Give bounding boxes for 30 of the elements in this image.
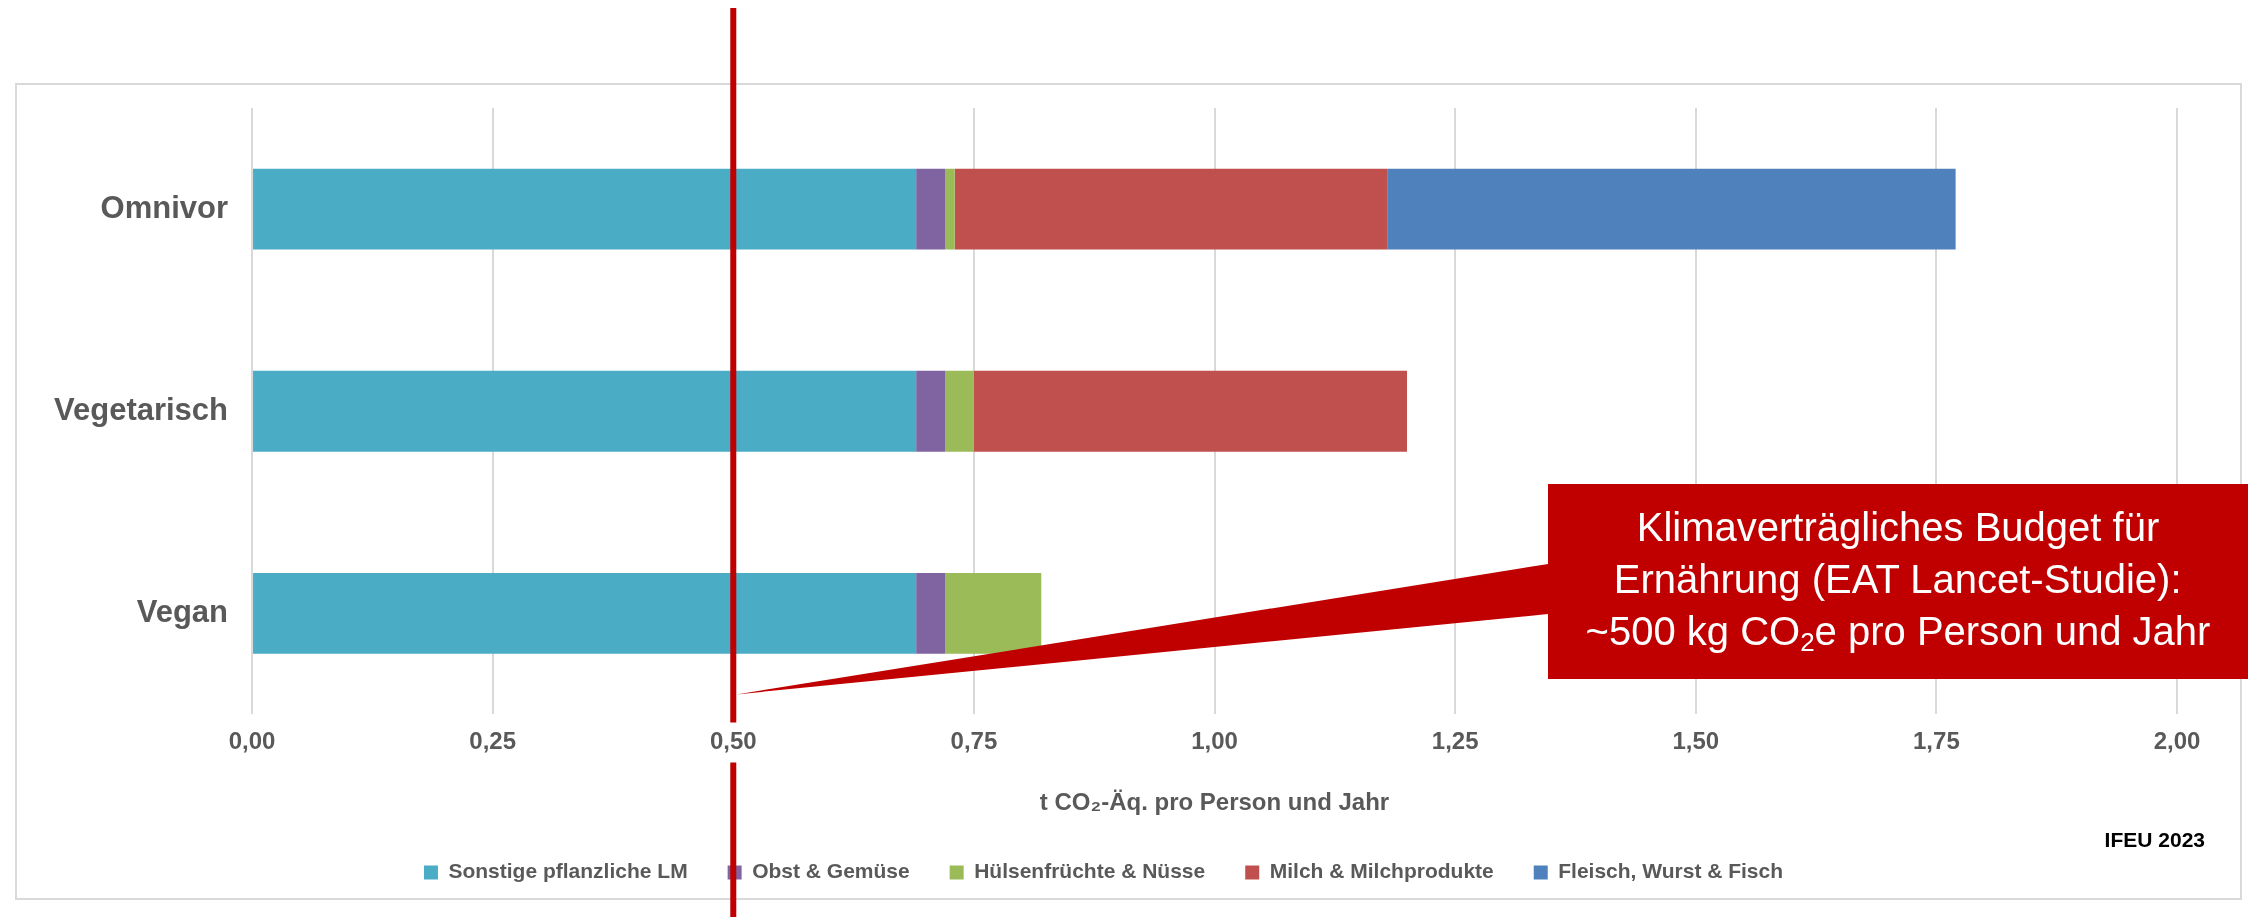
bar xyxy=(253,168,917,250)
bar xyxy=(916,168,946,250)
bar xyxy=(253,370,917,452)
x-tick-label: 1,00 xyxy=(1191,727,1238,755)
x-tick-label: 0,75 xyxy=(950,727,998,755)
x-tick-label: 1,25 xyxy=(1431,727,1479,755)
y-tick-label: Omnivor xyxy=(100,189,229,225)
bar xyxy=(945,168,955,250)
bar xyxy=(945,572,1042,654)
y-tick-label: Vegetarisch xyxy=(54,391,229,427)
y-tick-label: Vegan xyxy=(136,593,229,629)
x-tick-label: 1,50 xyxy=(1672,727,1720,755)
text: IFEU 2023 xyxy=(2104,827,2205,851)
bar xyxy=(916,572,946,654)
bar xyxy=(973,370,1408,452)
legend-label: Milch & Milchprodukte xyxy=(1269,859,1494,883)
bar xyxy=(945,370,974,452)
x-tick-label: 2,00 xyxy=(2153,727,2201,755)
x-tick-label: 0,00 xyxy=(228,727,276,755)
legend-label: Fleisch, Wurst & Fisch xyxy=(1558,859,1784,883)
x-axis-title: t CO₂-Äq. pro Person und Jahr xyxy=(1039,788,1390,816)
x-tick-label: 0,50 xyxy=(709,727,757,755)
legend-label: Obst & Gemüse xyxy=(752,859,910,883)
bar xyxy=(954,168,1388,250)
x-tick-label: 1,75 xyxy=(1913,727,1960,755)
legend-label: Hülsenfrüchte & Nüsse xyxy=(974,859,1206,883)
legend-label: Sonstige pflanzliche LM xyxy=(448,859,688,883)
bar xyxy=(916,370,946,452)
bar xyxy=(1387,168,1956,250)
x-tick-label: 0,25 xyxy=(469,727,517,755)
